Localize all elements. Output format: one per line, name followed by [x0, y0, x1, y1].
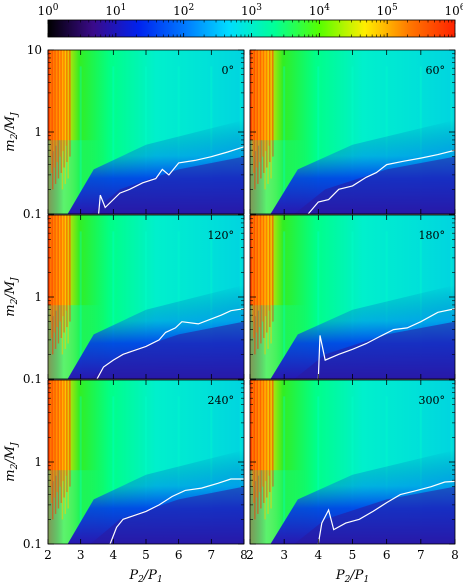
x-tick-label: 2: [246, 548, 254, 562]
panel: [250, 380, 455, 544]
y-axis-label: m2/MJ: [3, 441, 20, 482]
heatmap-resonance: [351, 396, 354, 544]
heatmap-resonance: [145, 396, 147, 544]
axes: 0° 0.1 1 10 m2/MJ 60° 120° 0.1 1 m2/MJ 180° 240° 0.1…: [3, 43, 459, 585]
heatmap-resonance: [283, 396, 286, 544]
heatmap-resonance: [112, 231, 115, 379]
x-tick-label: 4: [315, 548, 323, 562]
contour-line: [317, 480, 455, 544]
heatmap-deep-stable: [90, 486, 244, 544]
heatmap-deep-stable: [90, 156, 244, 214]
contour-line: [96, 308, 244, 379]
y-axis-label: m2/MJ: [3, 111, 20, 152]
colorbar-tick-label: 104: [309, 3, 330, 18]
heatmap-resonance: [79, 231, 82, 379]
panel: [48, 50, 244, 214]
heatmap-resonance: [79, 66, 82, 214]
colorbar-tick-label: 100: [37, 3, 58, 18]
contour-line: [109, 478, 244, 544]
panel: [48, 380, 244, 544]
heatmap-resonance: [283, 231, 286, 379]
x-tick-label: 8: [240, 548, 248, 562]
panel-angle-label: 180°: [419, 229, 446, 242]
heatmap-resonance: [317, 396, 320, 544]
x-tick-label: 7: [417, 548, 425, 562]
x-tick-label: 6: [175, 548, 183, 562]
colorbar-tick-label: 106: [444, 3, 463, 18]
x-axis-label: P2/P1: [128, 568, 162, 585]
y-tick-label: 0.1: [23, 372, 42, 386]
contour-line: [98, 146, 244, 214]
x-tick-label: 5: [142, 548, 150, 562]
heatmap-resonance: [283, 66, 286, 214]
x-tick-label: 2: [44, 548, 52, 562]
y-tick-label: 1: [34, 455, 42, 469]
panel-angle-label: 0°: [222, 64, 235, 77]
colorbar: 100 101 102 103 104 105 106: [37, 3, 463, 38]
panel-angle-label: 300°: [419, 394, 446, 407]
x-tick-label: 7: [208, 548, 216, 562]
panels: [48, 50, 455, 544]
x-tick-label: 4: [110, 548, 118, 562]
heatmap-resonance: [351, 66, 354, 214]
x-tick-label: 6: [383, 548, 391, 562]
x-tick-label: 8: [451, 548, 459, 562]
panel: [250, 215, 455, 379]
panel-angle-label: 240°: [208, 394, 235, 407]
y-tick-label: 0.1: [23, 207, 42, 221]
x-tick-label: 3: [280, 548, 288, 562]
heatmap-resonance: [317, 231, 320, 379]
colorbar-tick-label: 102: [173, 3, 194, 18]
y-tick-label: 1: [34, 290, 42, 304]
heatmap-resonance: [317, 66, 320, 214]
heatmap-resonance: [145, 231, 147, 379]
y-tick-label: 0.1: [23, 537, 42, 551]
heatmap-resonance: [79, 396, 82, 544]
heatmap-deep-stable: [294, 156, 455, 214]
colorbar-tick-label: 103: [241, 3, 262, 18]
heatmap-resonance: [112, 396, 115, 544]
colorbar-tick-label: 105: [377, 3, 398, 18]
heatmap-deep-stable: [294, 321, 455, 379]
x-tick-label: 3: [77, 548, 85, 562]
x-axis-label: P2/P1: [335, 568, 369, 585]
contour-line: [317, 308, 455, 379]
y-axis-label: m2/MJ: [3, 276, 20, 317]
panel-angle-label: 60°: [426, 64, 446, 77]
panel: [250, 50, 455, 214]
panel-angle-label: 120°: [208, 229, 235, 242]
colorbar-tick-label: 101: [105, 3, 126, 18]
contour-line: [307, 149, 455, 214]
y-tick-label: 10: [27, 43, 42, 57]
y-tick-label: 1: [34, 125, 42, 139]
heatmap-deep-stable: [90, 321, 244, 379]
panel: [48, 215, 244, 379]
heatmap-resonance: [145, 66, 147, 214]
heatmap-resonance: [351, 231, 354, 379]
heatmap-resonance: [112, 66, 115, 214]
x-tick-label: 5: [349, 548, 357, 562]
